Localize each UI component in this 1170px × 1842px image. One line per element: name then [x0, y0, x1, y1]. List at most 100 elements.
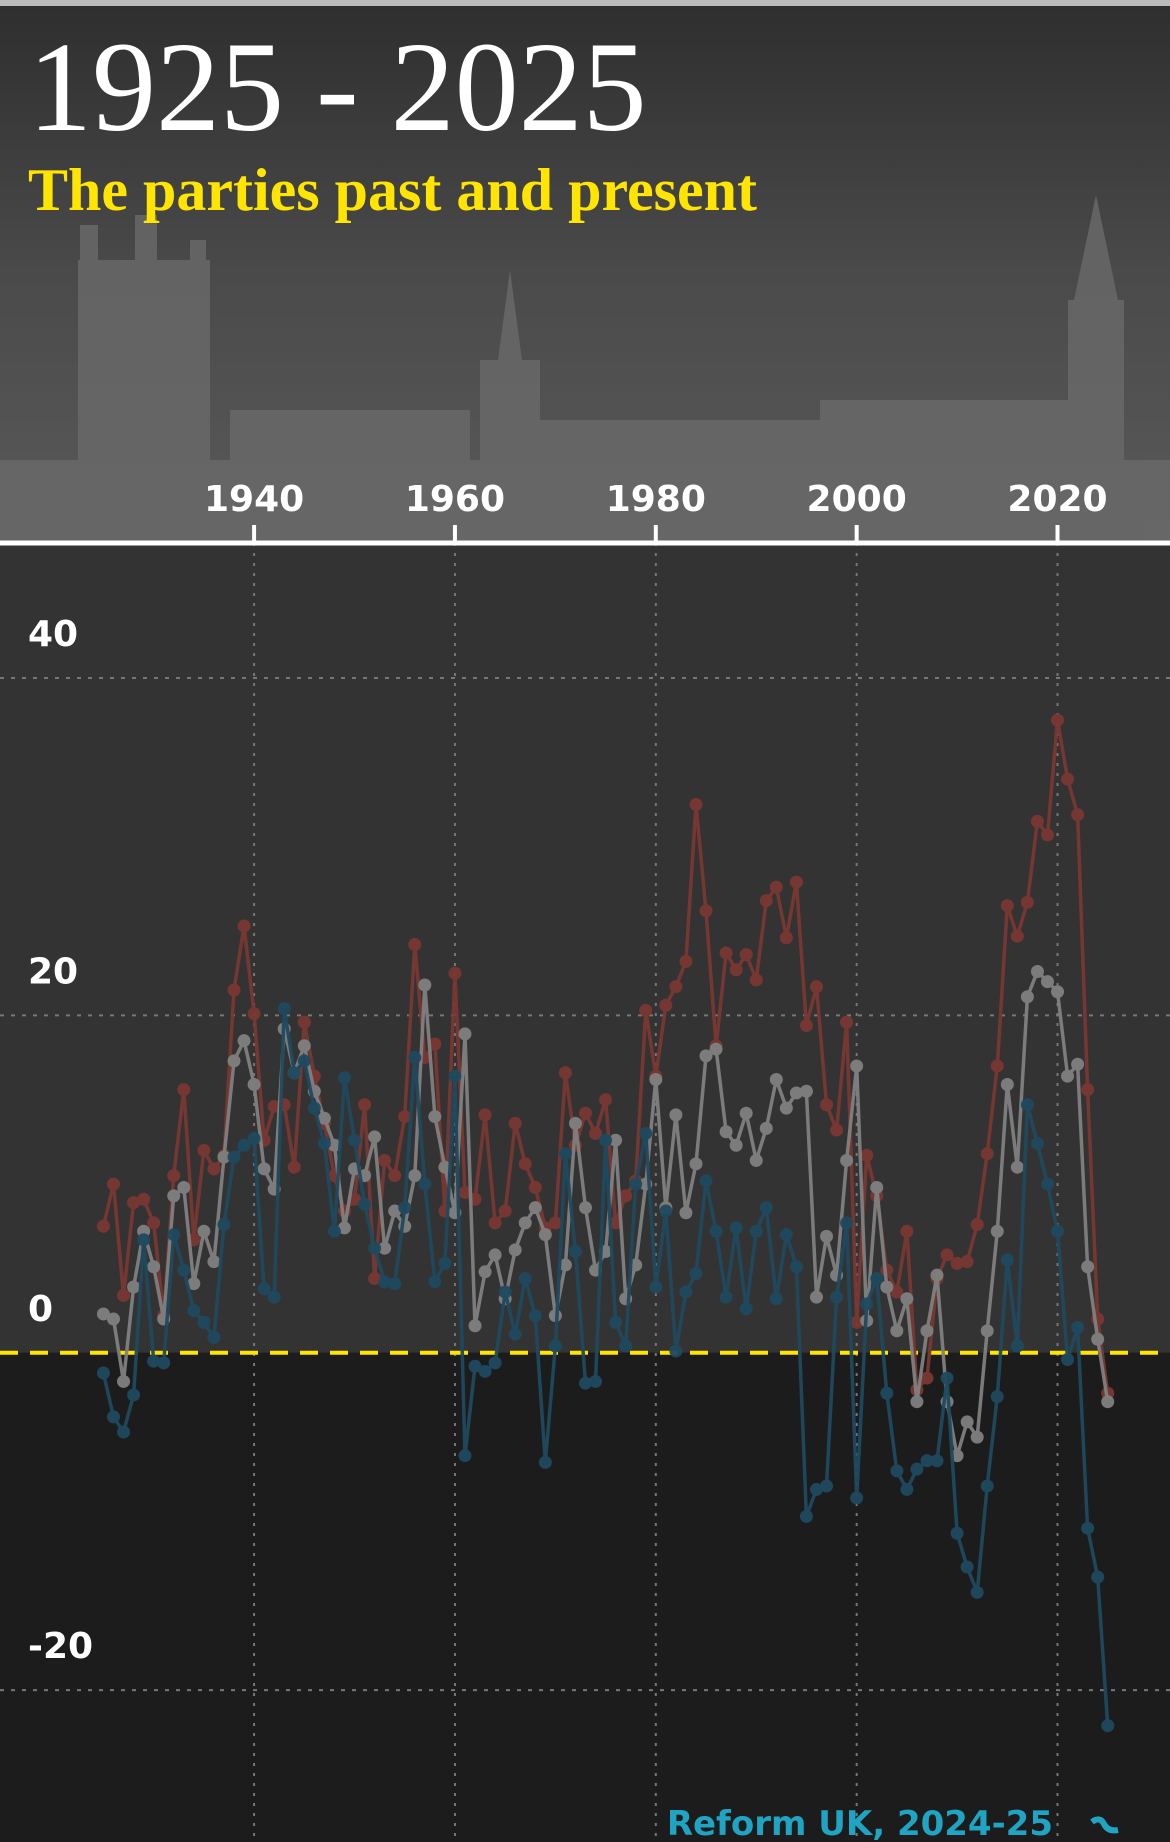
y-tick-label: 0: [28, 1289, 53, 1330]
series-point: [177, 1263, 191, 1277]
series-point: [1091, 1332, 1105, 1346]
series-point: [327, 1224, 341, 1238]
series-point: [1020, 1098, 1034, 1112]
series-point: [980, 1147, 994, 1161]
series-point: [267, 1290, 281, 1304]
x-tick-label: 1980: [606, 479, 706, 520]
series-point: [970, 1585, 984, 1599]
series-point: [669, 1344, 683, 1358]
series-point: [297, 1039, 311, 1053]
series-point: [920, 1324, 934, 1338]
series-point: [890, 1285, 904, 1299]
series-point: [1030, 814, 1044, 828]
series-point: [498, 1285, 512, 1299]
series-point: [910, 1462, 924, 1476]
series-point: [207, 1255, 221, 1269]
series-point: [498, 1204, 512, 1218]
series-point: [177, 1180, 191, 1194]
series-point: [1091, 1570, 1105, 1584]
y-tick-label: -20: [28, 1626, 93, 1667]
series-point: [237, 919, 251, 933]
series-point: [589, 1126, 603, 1140]
title: 1925 - 2025: [28, 16, 647, 158]
series-point: [860, 1297, 874, 1311]
series-point: [960, 1255, 974, 1269]
series-point: [990, 1390, 1004, 1404]
series-point: [1061, 772, 1075, 786]
series-point: [1051, 985, 1065, 999]
series-point: [337, 1221, 351, 1235]
series-point: [197, 1315, 211, 1329]
series-point: [408, 1169, 422, 1183]
series-point: [227, 1054, 241, 1068]
series-point: [237, 1034, 251, 1048]
series-point: [237, 1138, 251, 1152]
series-point: [669, 980, 683, 994]
series-point: [217, 1150, 231, 1164]
series-point: [759, 1121, 773, 1135]
parliament-silhouette: [0, 195, 1170, 545]
reform-line-start: [1090, 1816, 1119, 1834]
series-point: [1071, 1057, 1085, 1071]
series-point: [568, 1116, 582, 1130]
series-point: [930, 1268, 944, 1282]
series-point: [518, 1272, 532, 1286]
top-bar: [0, 0, 1170, 6]
series-point: [448, 1069, 462, 1083]
series-point: [749, 1224, 763, 1238]
series-point: [950, 1526, 964, 1540]
series-point: [538, 1455, 552, 1469]
series-point: [147, 1354, 161, 1368]
series-point: [900, 1224, 914, 1238]
series-point: [599, 1093, 613, 1107]
series-point: [518, 1216, 532, 1230]
series-point: [980, 1479, 994, 1493]
series-point: [368, 1272, 382, 1286]
series-point: [378, 1241, 392, 1255]
series-point: [378, 1275, 392, 1289]
series-point: [960, 1415, 974, 1429]
x-tick-label: 1960: [405, 479, 505, 520]
series-point: [1010, 1339, 1024, 1353]
series-point: [558, 1147, 572, 1161]
series-point: [257, 1162, 271, 1176]
series-point: [970, 1218, 984, 1232]
series-point: [880, 1386, 894, 1400]
series-point: [1040, 828, 1054, 842]
series-point: [830, 1290, 844, 1304]
series-point: [589, 1374, 603, 1388]
series-point: [247, 1078, 261, 1092]
series-point: [508, 1327, 522, 1341]
series-point: [599, 1133, 613, 1147]
series-point: [277, 1002, 291, 1016]
series-point: [619, 1189, 633, 1203]
series-point: [649, 1280, 663, 1294]
series-point: [1071, 808, 1085, 822]
series-point: [458, 1027, 472, 1041]
series-point: [1030, 1137, 1044, 1151]
series-point: [538, 1228, 552, 1242]
series-point: [970, 1430, 984, 1444]
series-point: [1040, 975, 1054, 989]
series-point: [809, 1482, 823, 1496]
series-point: [488, 1248, 502, 1262]
series-point: [609, 1216, 623, 1230]
series-point: [428, 1275, 442, 1289]
series-point: [1081, 1521, 1095, 1535]
series-point: [167, 1169, 181, 1183]
series-point: [609, 1133, 623, 1147]
series-point: [890, 1464, 904, 1478]
series-point: [187, 1277, 201, 1291]
series-point: [669, 1108, 683, 1122]
series-point: [779, 1101, 793, 1115]
series-point: [1051, 713, 1065, 727]
series-point: [769, 1292, 783, 1306]
series-point: [890, 1324, 904, 1338]
series-point: [227, 983, 241, 997]
series-point: [679, 1285, 693, 1299]
series-point: [428, 1110, 442, 1124]
series-point: [940, 1248, 954, 1262]
series-point: [850, 1059, 864, 1073]
series-point: [127, 1196, 141, 1210]
